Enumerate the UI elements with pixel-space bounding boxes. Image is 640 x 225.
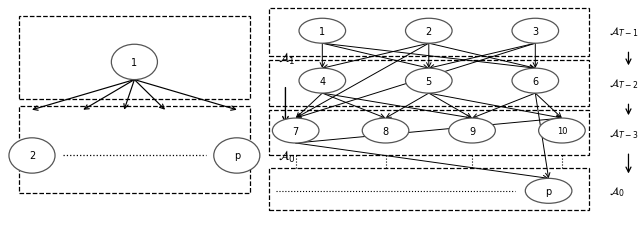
Ellipse shape [214,138,260,173]
Ellipse shape [406,19,452,44]
Text: $\mathcal{A}_0$: $\mathcal{A}_0$ [609,184,625,198]
Text: 6: 6 [532,76,538,86]
Ellipse shape [9,138,55,173]
Text: $\mathcal{A}_{T-2}$: $\mathcal{A}_{T-2}$ [609,76,639,90]
Ellipse shape [362,119,409,143]
Ellipse shape [111,45,157,80]
Bar [269,61,589,106]
Ellipse shape [406,69,452,94]
Bar [269,9,589,56]
Text: 8: 8 [383,126,388,136]
Ellipse shape [273,119,319,143]
Text: 4: 4 [319,76,325,86]
Ellipse shape [299,19,346,44]
Text: 1: 1 [319,27,325,37]
Bar [269,168,589,210]
Text: 10: 10 [557,126,567,135]
Ellipse shape [525,179,572,203]
Text: 5: 5 [426,76,432,86]
Ellipse shape [512,19,559,44]
Text: $\mathcal{A}_{T-1}$: $\mathcal{A}_{T-1}$ [609,25,639,38]
Ellipse shape [449,119,495,143]
Text: $\mathcal{A}_1$: $\mathcal{A}_1$ [278,50,295,67]
Text: 7: 7 [292,126,299,136]
Bar [19,17,250,100]
Text: p: p [545,186,552,196]
Text: 2: 2 [426,27,432,37]
Text: $\mathcal{A}_{T-3}$: $\mathcal{A}_{T-3}$ [609,126,639,140]
Ellipse shape [512,69,559,94]
Text: p: p [234,151,240,161]
Text: 1: 1 [131,58,138,68]
Ellipse shape [299,69,346,94]
Text: 9: 9 [469,126,475,136]
Ellipse shape [539,119,585,143]
Text: 2: 2 [29,151,35,161]
Bar [269,110,589,156]
Text: 3: 3 [532,27,538,37]
Text: $\mathcal{A}_0$: $\mathcal{A}_0$ [278,148,296,164]
Bar [19,106,250,193]
